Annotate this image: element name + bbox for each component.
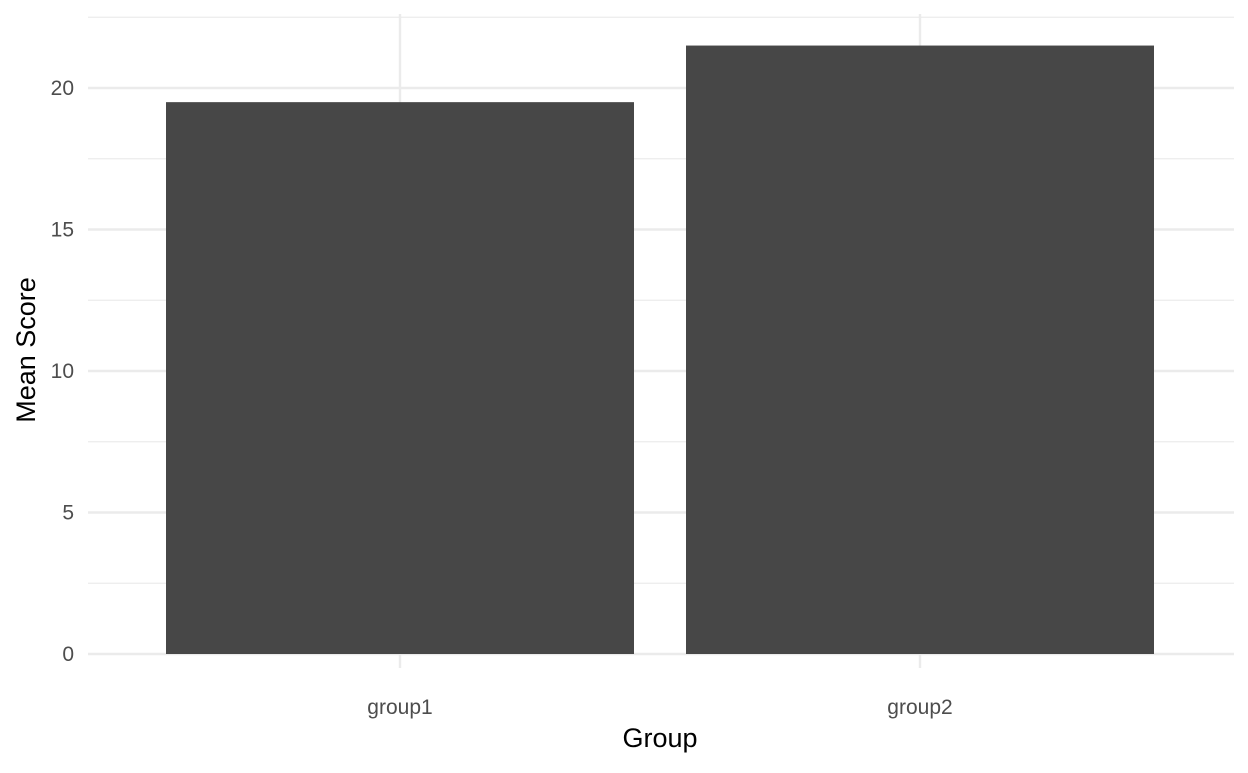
x-axis-title: Group — [622, 723, 697, 753]
bar-group2 — [686, 45, 1154, 655]
x-tick-label: group2 — [887, 696, 952, 719]
y-tick-label: 5 — [62, 502, 74, 525]
y-tick-label: 20 — [51, 77, 74, 100]
y-axis-title: Mean Score — [11, 277, 41, 423]
bar-group1 — [166, 102, 634, 654]
y-tick-label: 15 — [51, 219, 74, 242]
x-axis-tick-labels: group1 group2 — [367, 696, 952, 719]
y-axis-tick-labels: 0 5 10 15 20 — [51, 77, 74, 666]
x-tick-label: group1 — [367, 696, 432, 719]
bars — [166, 45, 1154, 655]
y-tick-label: 0 — [62, 643, 74, 666]
y-tick-label: 10 — [51, 360, 74, 383]
